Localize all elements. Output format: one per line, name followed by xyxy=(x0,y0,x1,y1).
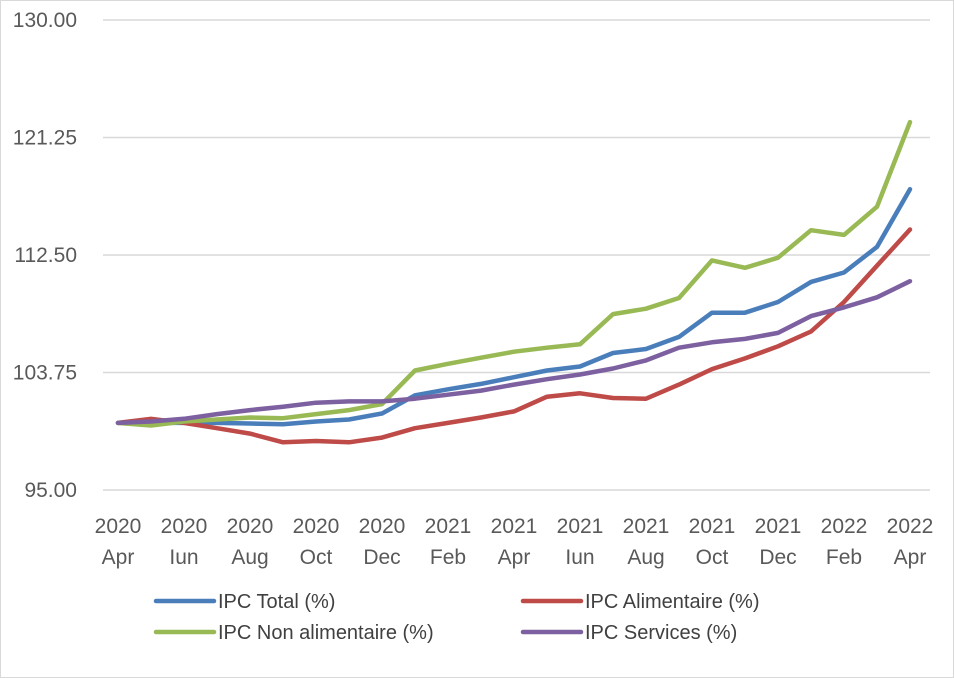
x-tick-label-month: Feb xyxy=(430,546,466,569)
x-tick-label-year: 2020 xyxy=(359,515,406,538)
series-line-2 xyxy=(115,119,913,428)
x-tick-label-month: Aug xyxy=(627,546,664,569)
x-tick-label-year: 2021 xyxy=(557,515,604,538)
y-axis-ticks: 95.00 103.75 112.50 121.25 130.00 xyxy=(13,9,77,502)
x-tick-label-year: 2020 xyxy=(293,515,340,538)
x-tick-label-year: 2021 xyxy=(755,515,802,538)
series-line-3 xyxy=(115,278,913,426)
x-tick-label-month: Oct xyxy=(696,546,729,569)
x-tick-label-month: Feb xyxy=(826,546,862,569)
x-tick-label-year: 2021 xyxy=(491,515,538,538)
x-tick-label-month: Dec xyxy=(363,546,400,569)
x-tick-label-month: Apr xyxy=(102,546,135,569)
x-tick-label-month: Apr xyxy=(498,546,531,569)
x-tick-label-year: 2020 xyxy=(95,515,142,538)
series-line-0 xyxy=(115,186,913,427)
y-tick-label: 112.50 xyxy=(14,244,77,267)
legend-label: IPC Services (%) xyxy=(585,622,737,644)
x-tick-label-month: Oct xyxy=(300,546,333,569)
x-tick-label-month: Apr xyxy=(894,546,927,569)
x-tick-label-year: 2020 xyxy=(227,515,274,538)
x-tick-label-month: Dec xyxy=(759,546,796,569)
x-tick-label-year: 2022 xyxy=(821,515,868,538)
x-tick-label-month: Iun xyxy=(565,546,594,569)
y-tick-label: 95.00 xyxy=(24,479,77,502)
x-tick-label-year: 2021 xyxy=(689,515,736,538)
y-tick-label: 121.25 xyxy=(13,127,77,150)
series-line-1 xyxy=(115,227,913,445)
legend-label: IPC Alimentaire (%) xyxy=(585,591,760,613)
legend-label: IPC Non alimentaire (%) xyxy=(218,622,434,644)
x-tick-label-month: Aug xyxy=(231,546,268,569)
legend-label: IPC Total (%) xyxy=(218,591,335,613)
x-tick-label-year: 2020 xyxy=(161,515,208,538)
y-tick-label: 130.00 xyxy=(13,9,77,32)
x-tick-label-year: 2022 xyxy=(887,515,934,538)
legend: IPC Total (%) IPC Alimentaire (%) IPC Non … xyxy=(153,591,760,644)
series-lines xyxy=(115,119,913,445)
gridlines xyxy=(103,19,930,491)
y-tick-label: 103.75 xyxy=(13,362,77,385)
x-tick-label-year: 2021 xyxy=(425,515,472,538)
x-tick-label-year: 2021 xyxy=(623,515,670,538)
x-axis-ticks: 2020 Apr 2020 Iun 2020 Aug 2020 Oct 2020 Dec 2021 F… xyxy=(95,515,934,569)
x-tick-label-month: Iun xyxy=(169,546,198,569)
